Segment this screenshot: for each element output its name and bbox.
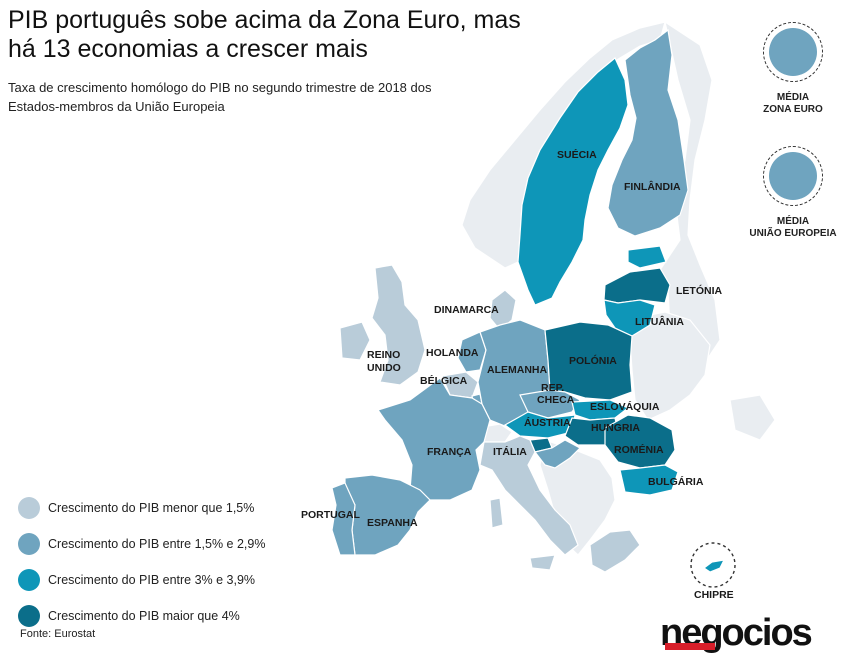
avg-uniao-europeia-fill [769, 152, 817, 200]
chart-subtitle: Taxa de crescimento homólogo do PIB no s… [8, 80, 432, 114]
label-alemanha: ALEMANHA [487, 364, 547, 376]
label-belgica: BÉLGICA [420, 374, 468, 387]
country-sicily [529, 554, 556, 571]
country-poland [544, 321, 633, 401]
avg-zona-euro-label-1: MÉDIA [776, 92, 810, 103]
country-portugal [331, 482, 356, 556]
legend-label: Crescimento do PIB menor que 1,5% [48, 501, 255, 515]
label-bulgaria: BULGÁRIA [648, 475, 704, 488]
country-latvia [603, 267, 671, 304]
country-iceland-east [729, 394, 776, 441]
label-romenia: ROMÉNIA [614, 443, 664, 456]
label-suecia: SUÉCIA [557, 148, 597, 161]
label-portugal: PORTUGAL [301, 509, 361, 521]
legend-item: Crescimento do PIB entre 1,5% e 2,9% [18, 526, 265, 562]
legend-swatch [18, 569, 40, 591]
country-ireland [339, 321, 371, 361]
country-france [377, 377, 491, 501]
label-austria: ÁUSTRIA [524, 416, 571, 429]
country-lithuania [603, 299, 656, 337]
country-italy [479, 435, 579, 556]
label-reino-unido-1: REINO [367, 349, 400, 361]
country-estonia [627, 245, 667, 269]
legend-swatch [18, 533, 40, 555]
country-sardinia [489, 497, 504, 529]
country-bulgaria [619, 464, 679, 496]
source-note: Fonte: Eurostat [20, 628, 96, 640]
label-polonia: POLÓNIA [569, 354, 617, 367]
legend-item: Crescimento do PIB entre 3% e 3,9% [18, 562, 265, 598]
legend-label: Crescimento do PIB entre 1,5% e 2,9% [48, 537, 266, 551]
label-lituania: LITUÂNIA [635, 315, 684, 328]
avg-zona-euro-fill [769, 28, 817, 76]
avg-uniao-europeia-label-1: MÉDIA [776, 216, 810, 227]
label-franca: FRANÇA [427, 446, 472, 458]
label-rep-checa-2: CHECA [537, 394, 575, 406]
legend-item: Crescimento do PIB maior que 4% [18, 598, 265, 634]
label-finlandia: FINLÂNDIA [624, 180, 681, 193]
label-espanha: ESPANHA [367, 517, 418, 529]
avg-zona-euro-circle [763, 22, 823, 82]
country-croatia [533, 439, 581, 469]
avg-zona-euro-label: MÉDIA ZONA EURO [738, 92, 848, 116]
avg-uniao-europeia-label: MÉDIA UNIÃO EUROPEIA [738, 216, 848, 240]
label-holanda: HOLANDA [426, 347, 479, 359]
legend-swatch [18, 605, 40, 627]
label-rep-checa-1: REP. [541, 382, 564, 394]
country-greece [589, 529, 641, 573]
label-reino-unido-2: UNIDO [367, 362, 401, 374]
avg-uniao-europeia-circle [763, 146, 823, 206]
country-sweden [517, 57, 629, 306]
country-uk [371, 264, 426, 386]
country-cyprus [702, 559, 726, 573]
legend-item: Crescimento do PIB menor que 1,5% [18, 490, 265, 526]
country-finland [607, 28, 689, 237]
legend: Crescimento do PIB menor que 1,5% Crescim… [18, 490, 265, 634]
legend-swatch [18, 497, 40, 519]
country-denmark [489, 289, 517, 331]
avg-uniao-europeia: MÉDIA UNIÃO EUROPEIA [738, 146, 848, 240]
chart-title: PIB português sobe acima da Zona Euro, m… [8, 6, 521, 63]
country-romania [604, 414, 676, 469]
legend-label: Crescimento do PIB entre 3% e 3,9% [48, 573, 256, 587]
avg-zona-euro: MÉDIA ZONA EURO [738, 22, 848, 116]
label-eslovaquia: ESLOVÁQUIA [590, 400, 660, 413]
label-letonia: LETÓNIA [676, 284, 722, 297]
label-italia: ITÁLIA [493, 445, 527, 458]
legend-label: Crescimento do PIB maior que 4% [48, 609, 240, 623]
cyprus-inset-circle [690, 542, 736, 588]
avg-zona-euro-label-2: ZONA EURO [763, 104, 823, 115]
brand-logo-bar [665, 643, 715, 650]
country-belarus-ukraine [629, 311, 711, 421]
label-hungria: HUNGRIA [591, 422, 640, 434]
label-chipre: CHIPRE [694, 589, 734, 601]
label-dinamarca: DINAMARCA [434, 304, 499, 316]
avg-uniao-europeia-label-2: UNIÃO EUROPEIA [749, 228, 837, 239]
